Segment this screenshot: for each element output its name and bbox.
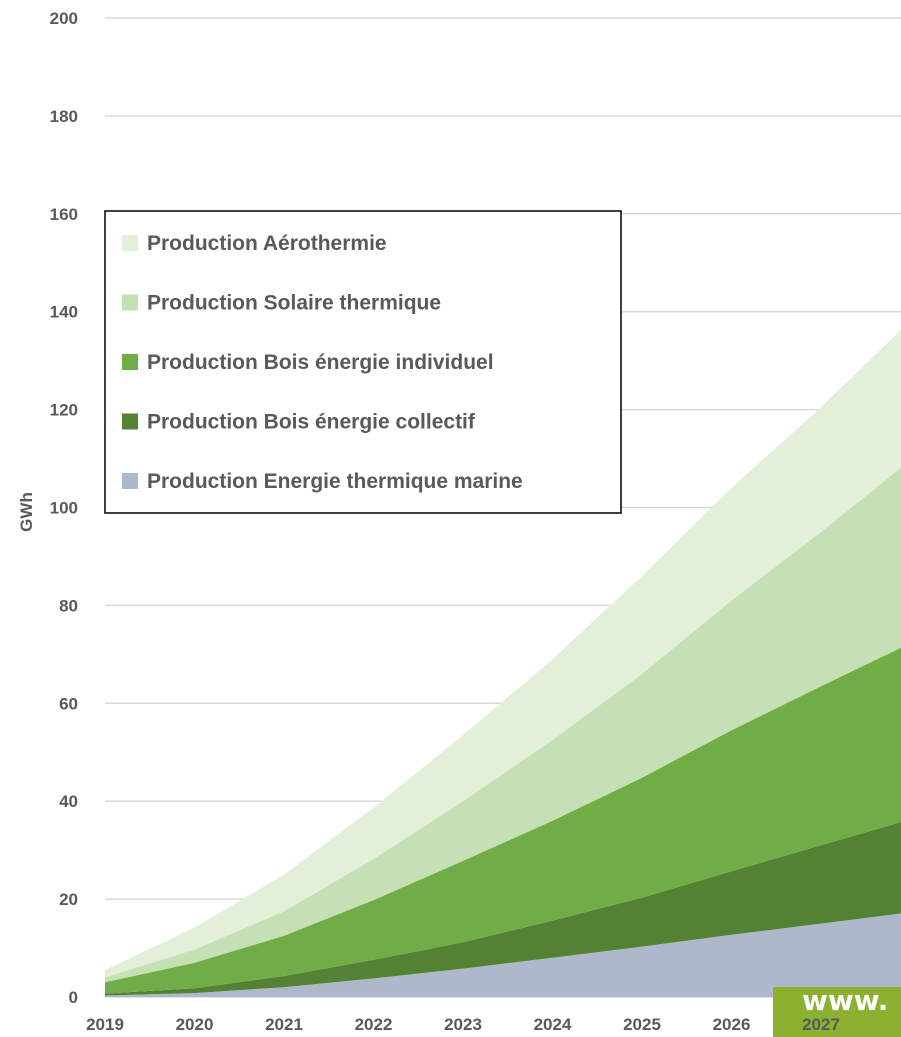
legend-swatch [122,413,138,430]
y-tick-label: 140 [50,303,78,322]
x-tick-label: 2026 [713,1015,751,1034]
watermark-background [773,987,901,1037]
watermark-text: www. [802,984,888,1017]
x-tick-label: 2023 [444,1015,482,1034]
legend: Production Aérothermie Production Solaire… [104,210,622,514]
legend-label: Production Energie thermique marine [147,470,523,493]
series-area [105,467,901,983]
watermark: www. [773,984,901,1037]
y-axis-ticks: 0 20 40 60 80 100 120 140 160 180 200 [50,9,78,1007]
y-tick-label: 60 [59,694,78,713]
y-tick-label: 180 [50,107,78,126]
x-tick-label: 2021 [265,1015,303,1034]
y-tick-label: 40 [59,792,78,811]
legend-swatch [122,473,138,489]
x-tick-label: 2022 [355,1015,393,1034]
y-tick-label: 160 [50,205,78,224]
legend-box [104,210,622,514]
series-area [105,647,901,994]
x-tick-label: 2025 [623,1015,661,1034]
y-tick-label: 200 [50,9,78,28]
y-tick-label: 80 [59,596,78,615]
legend-label: Production Bois énergie collectif [147,411,476,434]
x-axis-ticks: 2019202020212022202320242025202620272 [86,1015,840,1034]
legend-swatch [122,294,138,311]
x-tick-label: 2020 [176,1015,214,1034]
legend-label: Production Bois énergie individuel [147,351,494,374]
y-tick-label: 100 [50,499,78,518]
y-tick-label: 20 [59,890,78,909]
series-area [105,822,901,996]
legend-swatch [122,354,138,370]
legend-swatch [122,235,138,251]
x-tick-label: 2027 [802,1015,840,1034]
y-tick-label: 0 [69,988,78,1007]
x-tick-label: 2024 [534,1015,572,1034]
y-axis-label: GWh [17,492,36,532]
x-tick-label: 2019 [86,1015,124,1034]
series-areas [105,329,901,997]
legend-label: Production Aérothermie [147,232,387,255]
series-area [105,913,901,997]
legend-label: Production Solaire thermique [147,292,441,315]
y-tick-label: 120 [50,401,78,420]
